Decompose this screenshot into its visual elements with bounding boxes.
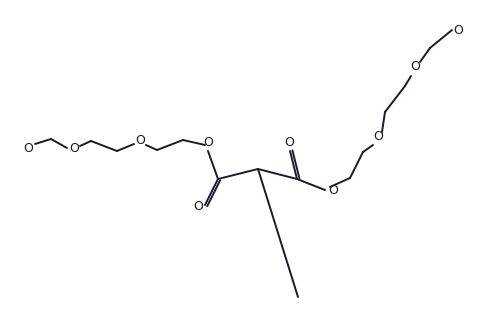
Text: O: O <box>410 61 420 73</box>
Text: O: O <box>193 200 203 213</box>
Text: O: O <box>135 134 145 146</box>
Text: O: O <box>23 141 33 155</box>
Text: O: O <box>453 23 463 37</box>
Text: O: O <box>203 136 213 149</box>
Text: O: O <box>284 136 294 149</box>
Text: O: O <box>69 141 79 155</box>
Text: O: O <box>373 130 383 143</box>
Text: O: O <box>328 185 338 198</box>
